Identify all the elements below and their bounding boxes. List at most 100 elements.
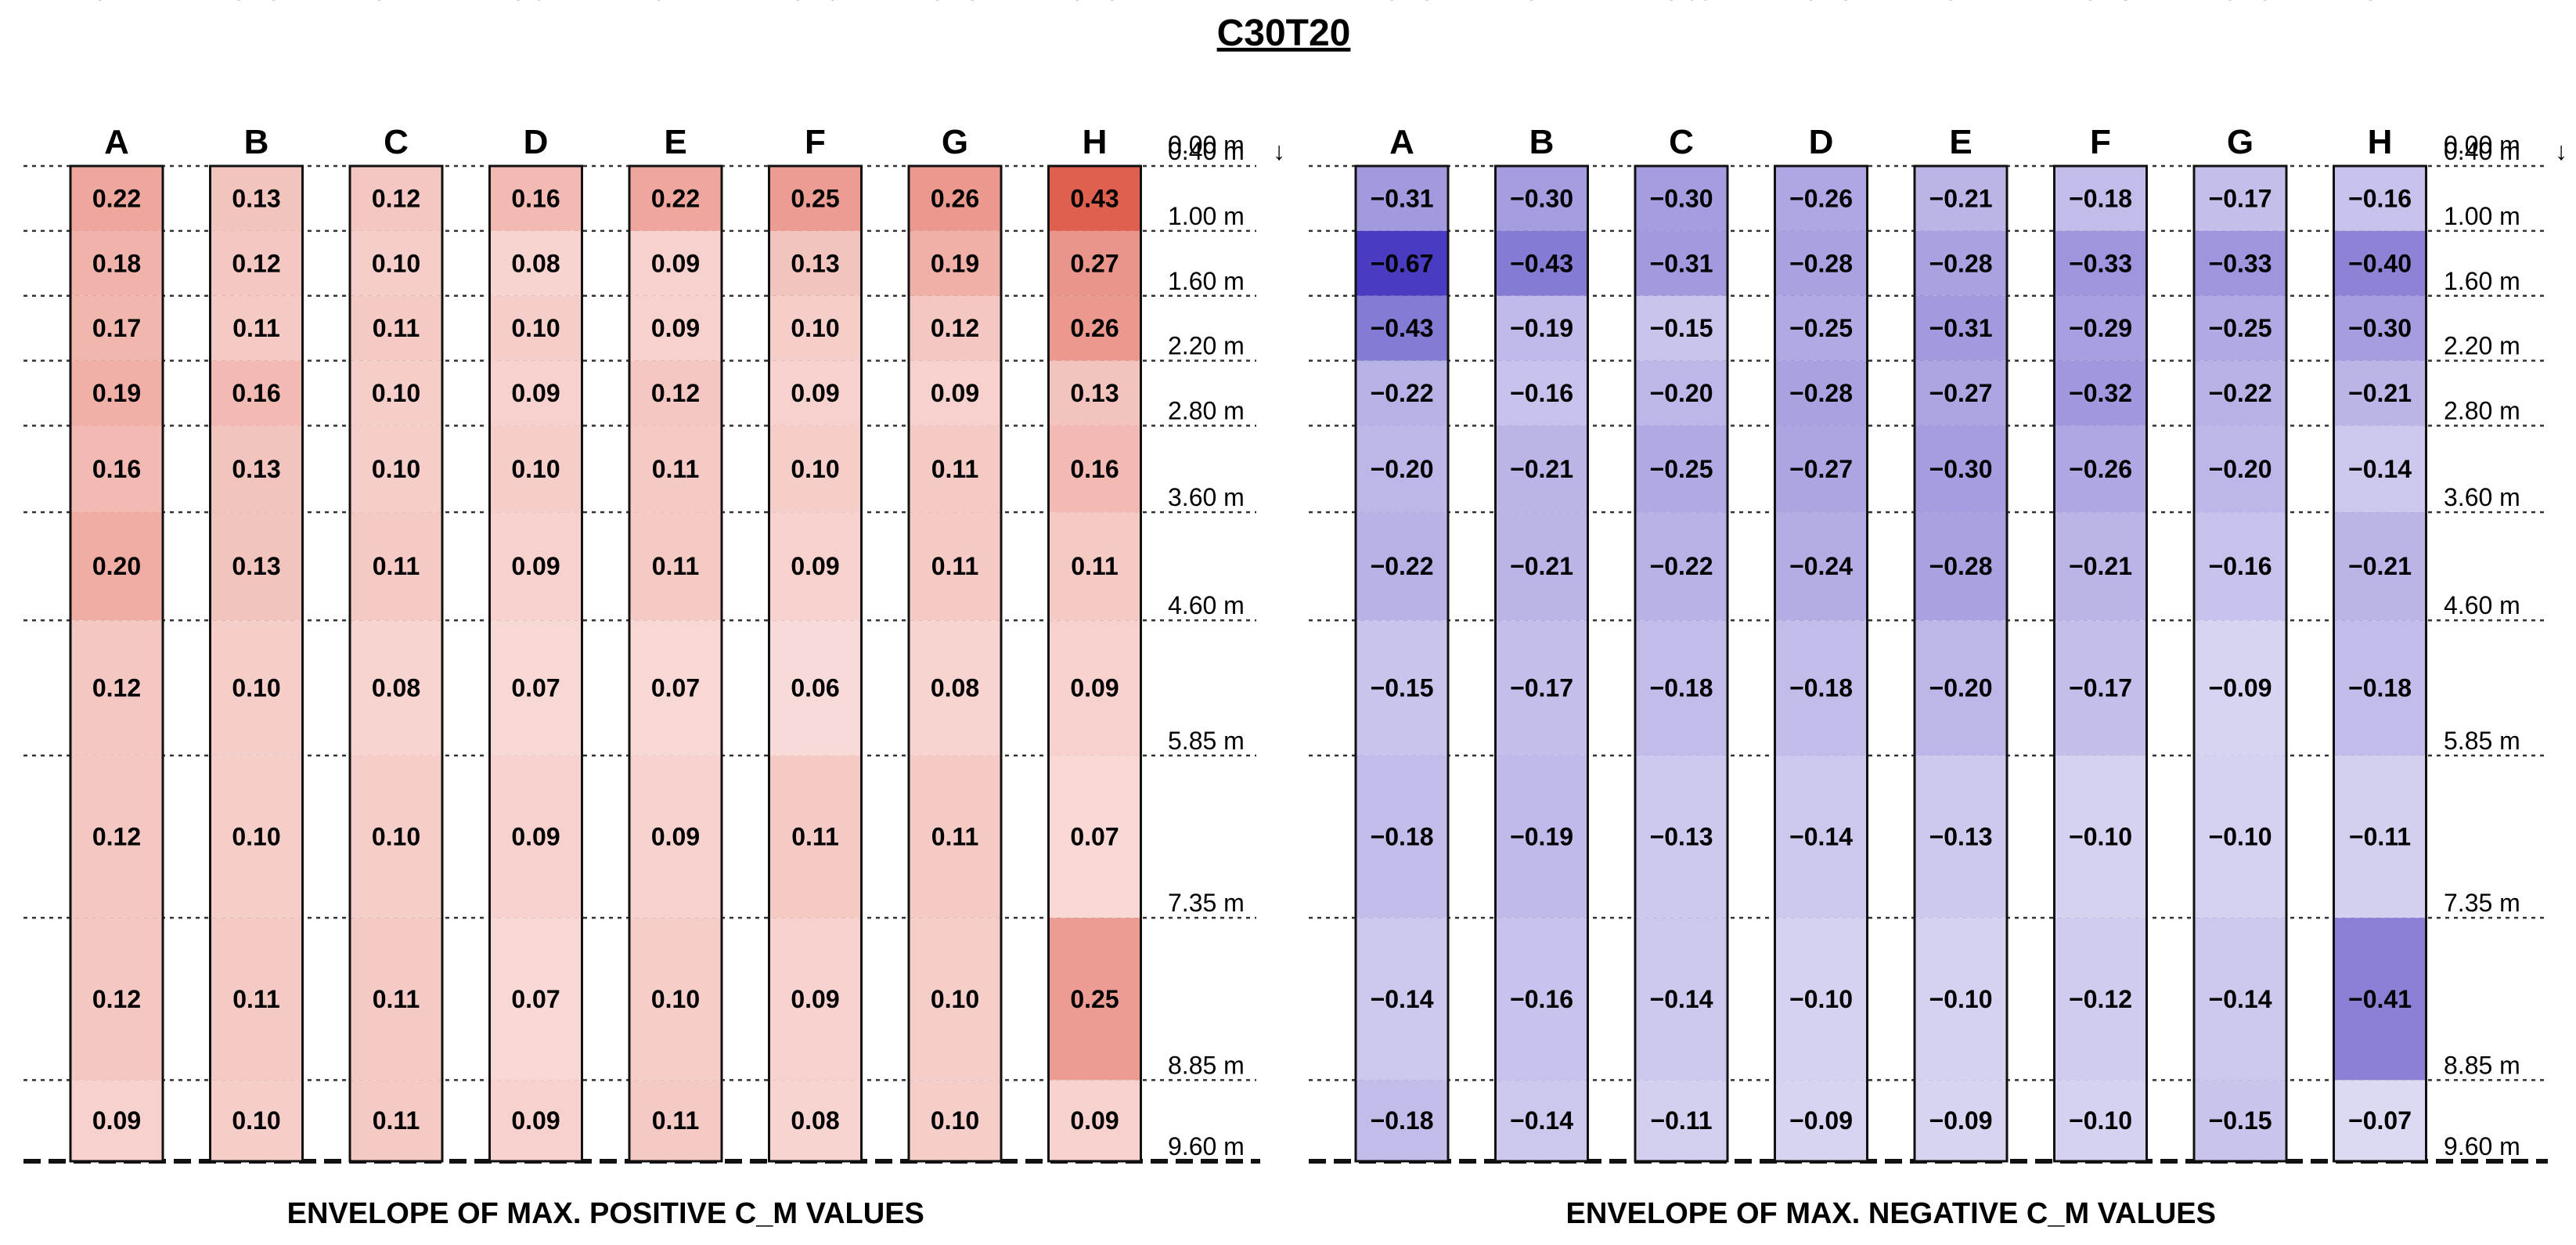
heat-cell [2333,620,2426,756]
heat-cell [350,166,442,231]
heat-cell [1915,620,2007,756]
heat-cell [769,360,862,426]
heat-cell [1635,360,1728,426]
cell-value: −0.09 [1929,1106,1993,1135]
heat-cell [1495,360,1588,426]
column-header: C [384,123,409,161]
cell-value: 0.07 [651,674,700,702]
heat-cell [769,230,862,296]
heat-cell [70,755,163,918]
heat-cell [909,620,1001,756]
column-outline [2333,164,2427,1163]
cell-value: −0.25 [2209,314,2272,342]
cell-value: −0.16 [1510,379,1573,407]
cell-value: 0.10 [232,0,280,5]
height-label: 8.85 m [2444,1051,2520,1079]
column-outline [209,164,304,1163]
heat-cell [70,230,163,296]
heat-cell [489,166,582,231]
heat-cell [1635,918,1728,1081]
height-label: 1.60 m [1168,267,1245,295]
cell-value: −0.12 [1929,0,1993,5]
heat-cell [1915,230,2007,296]
cell-value: 0.10 [372,379,420,407]
cell-value: −0.18 [1789,674,1853,702]
cell-value: −0.10 [2209,823,2272,851]
cell-value: −0.14 [1371,985,1434,1013]
heat-cell [1048,755,1141,918]
cell-value: −0.28 [1929,552,1993,580]
heat-cell [1356,620,1448,756]
heat-cell [2054,360,2147,426]
column-outline [768,164,863,1163]
cell-value: −0.41 [2348,985,2412,1013]
heat-cell [769,918,862,1081]
cell-value: 0.07 [511,674,560,702]
heat-cell [1915,425,2007,513]
height-label: 2.80 m [1168,397,1245,425]
column-outline [69,164,164,1163]
heat-cell [210,425,303,513]
cell-value: −0.31 [1371,184,1434,212]
cell-value: 0.10 [791,455,839,483]
heat-cell [350,230,442,296]
height-label: 9.60 m [2444,1132,2520,1160]
cell-value: 0.07 [511,985,560,1013]
cell-value: 0.11 [373,552,420,580]
cell-value: −0.15 [1650,314,1713,342]
cell-value: 0.16 [232,379,280,407]
heat-cell [70,918,163,1081]
cell-value: 0.10 [511,455,560,483]
cell-value: −0.13 [1650,823,1713,851]
cell-value: −0.29 [2069,314,2132,342]
cell-value: 0.08 [511,249,560,277]
height-label: 5.85 m [1168,727,1245,755]
heat-cell [629,512,722,621]
cell-value: 0.19 [92,379,141,407]
heat-cell [70,360,163,426]
heat-cell [1774,1080,1868,1161]
cell-value: −0.15 [1371,674,1434,702]
cell-value: −0.22 [1371,552,1434,580]
heat-cell [489,918,582,1081]
cell-value: −0.10 [2069,823,2132,851]
height-label: 3.60 m [1168,483,1245,511]
heat-cell [2333,512,2426,621]
cell-value: 0.11 [373,1106,420,1135]
heat-cell [2333,755,2426,918]
cell-value: 0.11 [931,455,979,483]
heat-cell [1915,512,2007,621]
column-outline [1494,164,1589,1163]
cell-value: −0.16 [2209,552,2272,580]
heat-cell [210,512,303,621]
cell-value: 0.09 [931,379,979,407]
column-header: A [104,123,129,161]
cell-value: 0.11 [931,552,979,580]
cell-value: −0.43 [1510,249,1573,277]
heat-cell [1635,755,1728,918]
cell-value: 0.11 [373,0,420,5]
heat-cell [1774,755,1868,918]
heat-cell [1915,918,2007,1081]
heat-cell [1635,230,1728,296]
heat-cell [2333,295,2426,361]
cell-value: 0.09 [511,823,560,851]
cell-value: −0.28 [1929,249,1993,277]
cell-value: 0.09 [511,552,560,580]
heat-cell [629,295,722,361]
cell-value: −0.10 [2069,1106,2132,1135]
heat-cell [1495,512,1588,621]
panel-negative: A −0.31 −0.67 −0.43 −0.22 −0.20 −0.22 −0.15 −0.1… [1309,0,2567,1230]
heat-cell [489,620,582,756]
cell-value: −0.25 [1789,314,1853,342]
column-header: F [2090,123,2111,161]
cell-value: −0.10 [1929,985,1993,1013]
height-label: 3.60 m [2444,483,2520,511]
down-arrow-icon: ↓ [1273,137,1285,165]
heat-cell [1495,755,1588,918]
heat-cell [1356,230,1448,296]
cell-value: −0.43 [1371,314,1434,342]
heat-cell [2333,425,2426,513]
heat-cell [629,620,722,756]
cell-value: −0.20 [1371,455,1434,483]
